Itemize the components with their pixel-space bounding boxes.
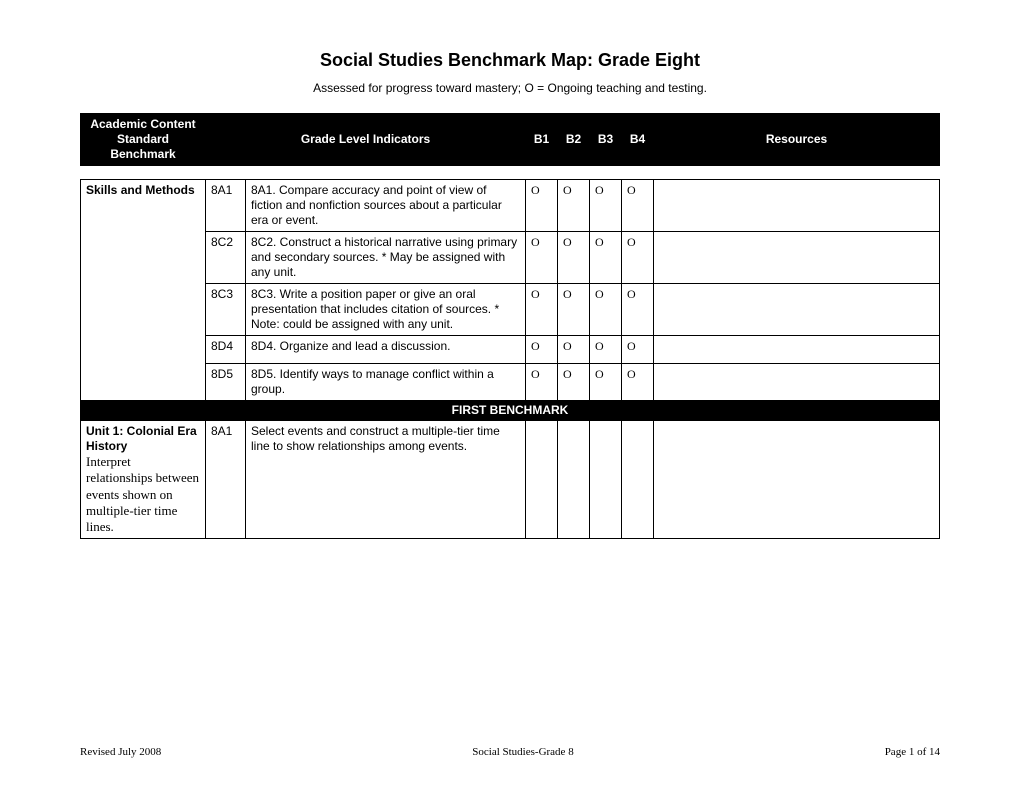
b2-cell: O bbox=[558, 180, 590, 232]
header-b4: B4 bbox=[622, 114, 654, 166]
b1-cell: O bbox=[526, 364, 558, 401]
b1-cell: O bbox=[526, 180, 558, 232]
header-b2: B2 bbox=[558, 114, 590, 166]
code-cell: 8A1 bbox=[206, 180, 246, 232]
b2-cell: O bbox=[558, 364, 590, 401]
footer-right: Page 1 of 14 bbox=[885, 746, 940, 758]
table-row: 8C3 8C3. Write a position paper or give … bbox=[81, 284, 940, 336]
code-cell: 8C2 bbox=[206, 232, 246, 284]
b4-cell: O bbox=[622, 180, 654, 232]
page: Social Studies Benchmark Map: Grade Eigh… bbox=[0, 0, 1020, 788]
b2-cell: O bbox=[558, 232, 590, 284]
unit1-history: History bbox=[86, 439, 127, 453]
resources-cell bbox=[654, 421, 940, 539]
indicator-cell: 8A1. Compare accuracy and point of view … bbox=[246, 180, 526, 232]
resources-cell bbox=[654, 284, 940, 336]
unit1-standard-cell: Unit 1: Colonial Era History Interpret r… bbox=[81, 421, 206, 539]
header-b3: B3 bbox=[590, 114, 622, 166]
unit1-title: Unit 1: Colonial Era bbox=[86, 424, 197, 438]
header-indicators: Grade Level Indicators bbox=[206, 114, 526, 166]
code-cell: 8C3 bbox=[206, 284, 246, 336]
b3-cell: O bbox=[590, 232, 622, 284]
b3-cell bbox=[590, 421, 622, 539]
page-title: Social Studies Benchmark Map: Grade Eigh… bbox=[80, 50, 940, 71]
b4-cell: O bbox=[622, 336, 654, 364]
table-row: 8D5 8D5. Identify ways to manage conflic… bbox=[81, 364, 940, 401]
b2-cell bbox=[558, 421, 590, 539]
code-cell: 8A1 bbox=[206, 421, 246, 539]
table-row: Skills and Methods 8A1 8A1. Compare accu… bbox=[81, 180, 940, 232]
b2-cell: O bbox=[558, 336, 590, 364]
unit1-standard-text: Interpret relationships between events s… bbox=[86, 454, 199, 534]
footer-center: Social Studies-Grade 8 bbox=[472, 746, 573, 758]
b2-cell: O bbox=[558, 284, 590, 336]
code-cell: 8D5 bbox=[206, 364, 246, 401]
b4-cell bbox=[622, 421, 654, 539]
b3-cell: O bbox=[590, 336, 622, 364]
benchmark-table: Academic Content Standard Benchmark Grad… bbox=[80, 113, 940, 539]
page-footer: Revised July 2008 Social Studies-Grade 8… bbox=[80, 746, 940, 758]
indicator-cell: 8D4. Organize and lead a discussion. bbox=[246, 336, 526, 364]
header-b1: B1 bbox=[526, 114, 558, 166]
b1-cell: O bbox=[526, 232, 558, 284]
b1-cell: O bbox=[526, 336, 558, 364]
spacer-row bbox=[81, 166, 940, 180]
indicator-cell: 8D5. Identify ways to manage conflict wi… bbox=[246, 364, 526, 401]
header-resources: Resources bbox=[654, 114, 940, 166]
resources-cell bbox=[654, 364, 940, 401]
table-row: 8D4 8D4. Organize and lead a discussion.… bbox=[81, 336, 940, 364]
resources-cell bbox=[654, 336, 940, 364]
indicator-cell: Select events and construct a multiple-t… bbox=[246, 421, 526, 539]
resources-cell bbox=[654, 232, 940, 284]
b3-cell: O bbox=[590, 284, 622, 336]
indicator-cell: 8C2. Construct a historical narrative us… bbox=[246, 232, 526, 284]
first-benchmark-label: FIRST BENCHMARK bbox=[81, 401, 940, 421]
subtitle-text: Assessed for progress toward mastery; O … bbox=[313, 81, 707, 95]
code-cell: 8D4 bbox=[206, 336, 246, 364]
standard-cell: Skills and Methods bbox=[81, 180, 206, 401]
b1-cell: O bbox=[526, 284, 558, 336]
table-header-row: Academic Content Standard Benchmark Grad… bbox=[81, 114, 940, 166]
b3-cell: O bbox=[590, 364, 622, 401]
table-row: Unit 1: Colonial Era History Interpret r… bbox=[81, 421, 940, 539]
b4-cell: O bbox=[622, 284, 654, 336]
table-row: 8C2 8C2. Construct a historical narrativ… bbox=[81, 232, 940, 284]
first-benchmark-band: FIRST BENCHMARK bbox=[81, 401, 940, 421]
resources-cell bbox=[654, 180, 940, 232]
indicator-cell: 8C3. Write a position paper or give an o… bbox=[246, 284, 526, 336]
page-subtitle: Assessed for progress toward mastery; O … bbox=[80, 81, 940, 95]
header-standard: Academic Content Standard Benchmark bbox=[81, 114, 206, 166]
b4-cell: O bbox=[622, 232, 654, 284]
skills-title: Skills and Methods bbox=[86, 183, 195, 197]
b4-cell: O bbox=[622, 364, 654, 401]
b3-cell: O bbox=[590, 180, 622, 232]
footer-left: Revised July 2008 bbox=[80, 746, 161, 758]
b1-cell bbox=[526, 421, 558, 539]
